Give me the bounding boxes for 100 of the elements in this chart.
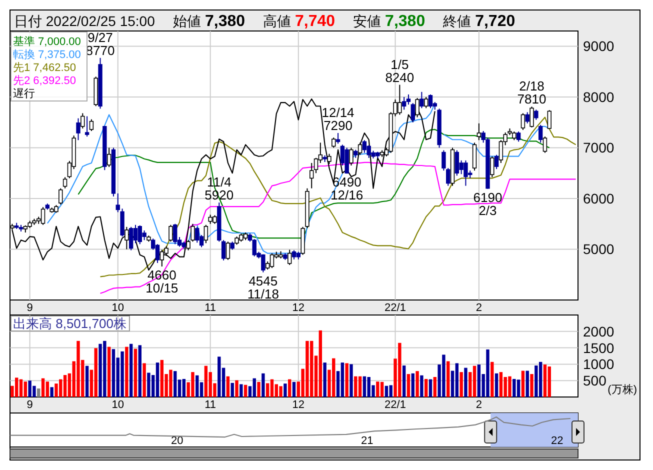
candlestick <box>168 224 173 242</box>
bar <box>477 364 481 397</box>
candlestick <box>195 226 200 244</box>
bar <box>362 376 366 397</box>
legend: 基準 7,000.00 転換 7,375.00 先1 7,462.50 先2 6,392.50 遅行 <box>10 32 88 102</box>
bar <box>85 366 89 397</box>
y-tick-label: 2000 <box>583 323 614 340</box>
bar <box>460 372 463 397</box>
bar <box>288 379 292 397</box>
x-tick-label: 10 <box>112 302 124 314</box>
bar <box>147 372 150 397</box>
annotation: 12/14 <box>322 105 354 120</box>
chart-title: 出来高 8,501,700株 <box>13 316 126 331</box>
bar <box>318 330 322 397</box>
bar <box>428 379 432 397</box>
candlestick <box>538 124 543 144</box>
candlestick <box>494 154 499 170</box>
annotation: 11/18 <box>247 286 279 302</box>
candlestick <box>204 224 208 244</box>
bar <box>182 378 186 397</box>
bar <box>389 385 392 397</box>
candlestick <box>402 96 406 110</box>
bar <box>464 368 468 397</box>
candlestick <box>490 156 494 178</box>
bar <box>350 364 353 397</box>
bar <box>244 384 248 397</box>
candlestick <box>106 147 112 168</box>
bar <box>411 373 414 397</box>
bar <box>358 376 362 397</box>
bar <box>107 346 111 397</box>
candlestick <box>76 118 80 141</box>
candlestick <box>406 94 411 106</box>
bar <box>420 375 424 397</box>
bar <box>292 382 296 397</box>
x-tick-label: 2 <box>476 399 482 411</box>
bar <box>380 382 384 397</box>
bar <box>120 351 124 397</box>
candlestick <box>84 116 90 138</box>
bar <box>384 386 388 397</box>
bar <box>538 362 542 397</box>
text: 始値 7,380 <box>173 13 246 30</box>
bar <box>235 380 238 397</box>
bar <box>323 362 326 397</box>
bar <box>424 378 428 397</box>
candlestick <box>358 142 362 156</box>
y-axis-title: (万株) <box>608 383 637 396</box>
candlestick <box>270 252 274 269</box>
candlestick <box>62 176 68 189</box>
bar <box>345 363 348 397</box>
bar <box>240 384 243 397</box>
y-tick-label: 6000 <box>583 190 614 206</box>
candlestick <box>547 110 552 129</box>
y-tick-label: 9000 <box>583 38 614 54</box>
bar <box>174 371 177 397</box>
bar <box>262 373 265 397</box>
x-tick-label: 2 <box>476 302 482 314</box>
annotation: 7290 <box>324 118 352 134</box>
candlestick <box>89 118 94 132</box>
y-tick-label: 7000 <box>583 140 614 156</box>
candlestick <box>160 249 164 267</box>
candlestick <box>525 112 530 124</box>
bar <box>138 345 142 397</box>
candlestick <box>310 162 314 189</box>
candlestick <box>520 112 526 130</box>
bar <box>534 366 538 397</box>
annotation: 8240 <box>385 70 414 85</box>
bar <box>218 356 221 397</box>
annotation: 10/15 <box>146 280 178 296</box>
candlestick <box>221 240 226 261</box>
annotation: 6190 <box>473 190 502 205</box>
candlestick <box>530 106 534 128</box>
candlestick <box>410 102 415 123</box>
candlestick <box>314 157 318 174</box>
x-tick-label: 9 <box>26 399 33 411</box>
candlestick <box>424 96 428 109</box>
bar <box>548 366 551 397</box>
x-tick-label: 22 <box>550 435 564 447</box>
bar <box>156 362 160 397</box>
bar <box>406 374 410 397</box>
candlestick <box>58 188 63 206</box>
bar <box>54 384 58 397</box>
bar <box>63 375 67 397</box>
bar <box>490 362 494 397</box>
y-tick-label: 500 <box>583 372 607 389</box>
annotation: 7810 <box>517 92 546 107</box>
bar <box>512 378 516 397</box>
x-tick-label: 12 <box>292 302 305 314</box>
y-tick-label: 1000 <box>583 356 614 372</box>
bar <box>196 375 199 397</box>
x-tick-label: 12 <box>292 399 305 411</box>
y-tick-label: 8000 <box>583 88 614 105</box>
bar <box>340 362 344 397</box>
bar <box>543 364 547 397</box>
bar <box>94 348 98 397</box>
bar <box>204 366 208 397</box>
candlestick <box>428 94 433 109</box>
bar <box>455 363 459 397</box>
x-tick-label: 10 <box>112 399 124 411</box>
bar <box>499 372 503 397</box>
y-tick-label: 1500 <box>583 340 614 356</box>
